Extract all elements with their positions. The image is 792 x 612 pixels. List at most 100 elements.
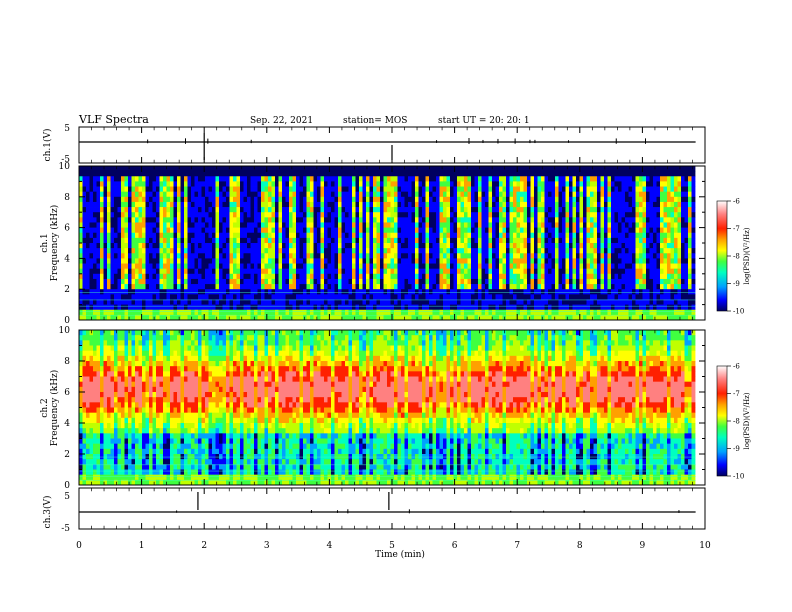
spectro-cell — [82, 294, 87, 300]
spectro-cell — [376, 284, 381, 290]
spectro-cell — [397, 191, 402, 198]
spectro-cell — [376, 196, 381, 203]
spectro-cell — [527, 273, 531, 280]
spectro-cell — [236, 222, 241, 228]
spectro-cell — [509, 227, 514, 234]
spectro-cell — [86, 232, 90, 239]
spectro-cell — [348, 171, 353, 177]
spectro-cell — [376, 176, 381, 182]
spectro-cell — [355, 289, 360, 295]
spectro-cell — [387, 207, 391, 213]
spectro-cell — [625, 222, 629, 228]
spectro-cell — [268, 212, 272, 218]
spectro-cell — [376, 309, 381, 316]
spectro-cell — [320, 166, 325, 172]
spectro-cell — [439, 314, 444, 321]
spectro-cell — [205, 258, 209, 264]
spectro-cell — [642, 176, 647, 182]
spectro-cell — [380, 181, 384, 187]
spectro-cell — [219, 309, 223, 316]
spectro-cell — [110, 212, 115, 218]
spectro-cell — [614, 171, 619, 177]
spectro-cell — [625, 258, 629, 264]
spectro-cell — [184, 278, 188, 285]
spectro-cell — [334, 166, 339, 172]
spectro-cell — [180, 232, 185, 239]
spectro-cell — [457, 176, 461, 182]
spectro-cell — [397, 304, 402, 311]
spectro-cell — [569, 237, 573, 244]
spectro-cell — [380, 258, 384, 264]
spectro-cell — [387, 309, 391, 316]
spectro-cell — [208, 284, 213, 290]
spectro-cell — [128, 207, 132, 213]
spectro-cell — [404, 314, 409, 321]
spectro-cell — [453, 299, 458, 305]
spectro-cell — [499, 186, 503, 193]
spectro-cell — [82, 309, 87, 316]
spectro-cell — [513, 171, 517, 177]
spectro-cell — [296, 171, 300, 177]
spectro-cell — [492, 299, 496, 305]
spectro-cell — [121, 278, 125, 285]
spectro-cell — [481, 207, 486, 213]
spectro-cell — [275, 191, 279, 198]
spectro-cell — [82, 253, 87, 259]
spectro-cell — [124, 304, 129, 311]
spectro-cell — [639, 227, 643, 234]
spectro-cell — [572, 314, 577, 321]
spectro-cell — [250, 278, 255, 285]
spectro-cell — [93, 294, 97, 300]
spectro-cell — [481, 258, 486, 264]
spectro-cell — [621, 217, 626, 223]
spectro-cell — [537, 201, 542, 208]
spectro-cell — [558, 166, 563, 172]
spectro-cell — [495, 166, 500, 172]
spectro-cell — [576, 268, 580, 275]
spectro-cell — [590, 176, 594, 182]
spectro-cell — [128, 237, 132, 244]
spectro-cell — [523, 166, 528, 172]
spectro-cell — [268, 237, 272, 244]
spectro-cell — [191, 176, 195, 182]
spectro-cell — [278, 268, 283, 275]
spectro-cell — [107, 222, 111, 228]
spectro-cell — [457, 299, 461, 305]
spectro-cell — [177, 248, 181, 254]
spectro-cell — [201, 186, 206, 193]
spectro-cell — [425, 263, 430, 270]
spectro-cell — [177, 268, 181, 275]
spectro-cell — [110, 222, 115, 228]
spectro-cell — [443, 171, 447, 177]
spectro-cell — [397, 253, 402, 259]
spectro-cell — [366, 181, 370, 187]
spectro-cell — [432, 258, 437, 264]
spectro-cell — [541, 186, 545, 193]
spectro-cell — [114, 186, 118, 193]
spectro-cell — [205, 278, 209, 285]
spectro-cell — [628, 222, 633, 228]
spectro-cell — [383, 166, 388, 172]
spectro-cell — [639, 186, 643, 193]
spectro-cell — [103, 186, 108, 193]
spectro-cell — [481, 186, 486, 193]
spectro-cell — [565, 263, 570, 270]
spectro-cell — [184, 217, 188, 223]
spectro-cell — [492, 284, 496, 290]
spectro-cell — [170, 294, 174, 300]
spectro-cell — [93, 263, 97, 270]
spectro-cell — [635, 243, 640, 249]
spectro-cell — [89, 294, 94, 300]
spectro-cell — [229, 217, 234, 223]
spectro-cell — [282, 263, 286, 270]
spectro-cell — [628, 299, 633, 305]
spectro-cell — [320, 217, 325, 223]
spectro-cell — [236, 166, 241, 172]
spectro-cell — [614, 227, 619, 234]
spectro-cell — [348, 176, 353, 182]
spectro-cell — [135, 237, 139, 244]
spectro-cell — [296, 263, 300, 270]
spectro-cell — [128, 181, 132, 187]
spectro-cell — [166, 227, 171, 234]
spectro-cell — [184, 314, 188, 321]
